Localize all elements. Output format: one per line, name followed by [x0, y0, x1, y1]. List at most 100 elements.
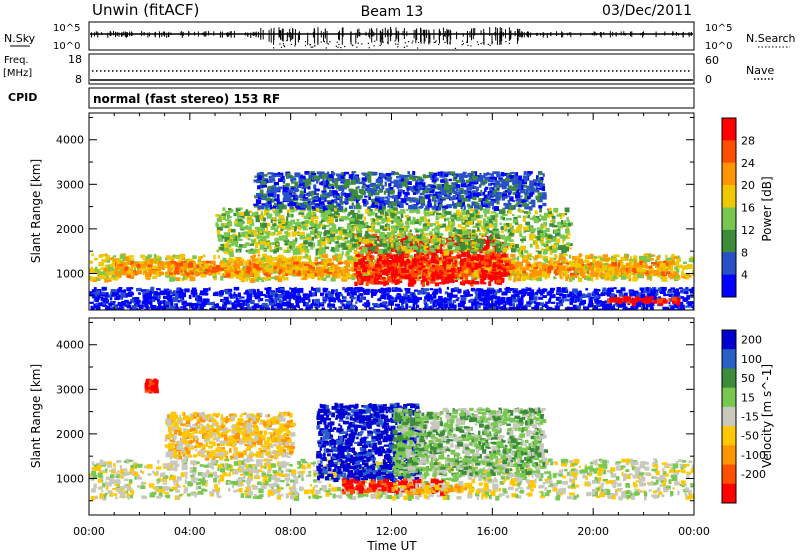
power-pixel [450, 258, 456, 262]
power-pixel [504, 273, 511, 276]
nsky-trace [90, 27, 693, 49]
power-pixel [273, 265, 279, 270]
power-pixel [205, 271, 211, 275]
power-pixel [636, 267, 642, 272]
power-pixel [381, 217, 387, 223]
power-pixel [417, 265, 422, 268]
power-pixel [629, 260, 635, 264]
power-pixel [182, 266, 187, 271]
power-pixel [303, 263, 310, 266]
power-pixel [557, 245, 563, 250]
power-pixel [184, 260, 189, 264]
power-pixel [323, 262, 327, 267]
power-pixel [137, 263, 141, 269]
power-pixel [446, 269, 451, 273]
power-pixel [374, 278, 380, 281]
nsearch-dot [406, 45, 408, 47]
power-pixel [513, 275, 520, 279]
nsearch-dot [462, 43, 465, 45]
power-pixel [293, 261, 300, 265]
power-pixel [452, 272, 455, 275]
power-pixel [390, 228, 394, 233]
power-pixel [296, 218, 300, 222]
power-pixel [556, 214, 560, 217]
power-pixel [405, 246, 412, 249]
power-pixel [231, 241, 234, 247]
power-pixel [455, 246, 460, 250]
power-pixel [335, 241, 339, 244]
power-pixel [555, 238, 561, 243]
power-pixel [343, 231, 350, 236]
power-pixel [256, 250, 261, 253]
power-pixel [148, 269, 154, 272]
power-pixel [620, 275, 627, 280]
power-pixel [553, 242, 560, 246]
power-pixel [463, 261, 467, 267]
power-pixel [638, 270, 642, 275]
power-pixel [297, 255, 303, 260]
power-pixel [137, 261, 140, 266]
power-pixel [256, 259, 262, 263]
power-pixel [125, 256, 130, 261]
power-pixel [167, 266, 173, 271]
power-pixel [315, 263, 319, 266]
power-pixel [325, 275, 329, 278]
power-pixel [330, 209, 335, 212]
power-pixel [395, 278, 398, 281]
power-pixel [380, 258, 385, 262]
power-pixel [200, 273, 207, 278]
power-pixel [411, 277, 415, 281]
power-pixel [320, 224, 324, 227]
power-pixel [318, 268, 325, 273]
power-pixel [230, 209, 234, 213]
power-pixel [532, 269, 537, 273]
power-pixel [278, 272, 281, 275]
power-pixel [526, 211, 531, 215]
power-pixel [430, 252, 437, 255]
power-pixel [421, 282, 425, 287]
power-pixel [460, 231, 465, 235]
power-pixel [644, 270, 650, 275]
power-pixel [498, 264, 505, 268]
power-pixel [461, 226, 467, 230]
power-pixel [413, 279, 417, 285]
power-pixel [480, 279, 484, 284]
power-pixel [365, 209, 370, 214]
power-pixel [491, 253, 495, 258]
power-pixel [292, 269, 295, 274]
power-pixel [302, 270, 308, 275]
power-pixel [388, 278, 392, 282]
nsearch-dot [352, 44, 354, 47]
power-pixel [452, 264, 456, 269]
power-pixel [224, 273, 227, 276]
power-pixel [221, 213, 226, 216]
power-pixel [508, 258, 514, 261]
power-pixel [567, 233, 571, 236]
power-pixel [552, 224, 558, 228]
power-pixel [286, 216, 289, 222]
power-pixel [288, 240, 292, 245]
power-pixel [483, 208, 490, 212]
power-pixel [615, 271, 620, 275]
power-pixel [377, 253, 380, 256]
power-pixel [195, 271, 198, 277]
power-pixel [413, 247, 419, 250]
nsearch-dot [489, 44, 491, 46]
power-pixel [343, 247, 349, 250]
power-pixel [259, 215, 263, 221]
nsearch-dot [417, 47, 419, 49]
power-pixel [419, 237, 425, 242]
power-pixel [314, 219, 318, 225]
power-pixel [337, 258, 343, 264]
power-pixel [353, 266, 359, 270]
power-pixel [538, 270, 543, 276]
power-pixel [379, 210, 385, 215]
power-pixel [469, 213, 475, 217]
power-pixel [261, 203, 266, 206]
station-title: Unwin (fitACF) [92, 1, 199, 19]
power-pixel [334, 247, 339, 252]
power-pixel [237, 264, 241, 269]
power-pixel [484, 261, 489, 266]
power-pixel [429, 268, 434, 273]
power-pixel [592, 269, 598, 272]
